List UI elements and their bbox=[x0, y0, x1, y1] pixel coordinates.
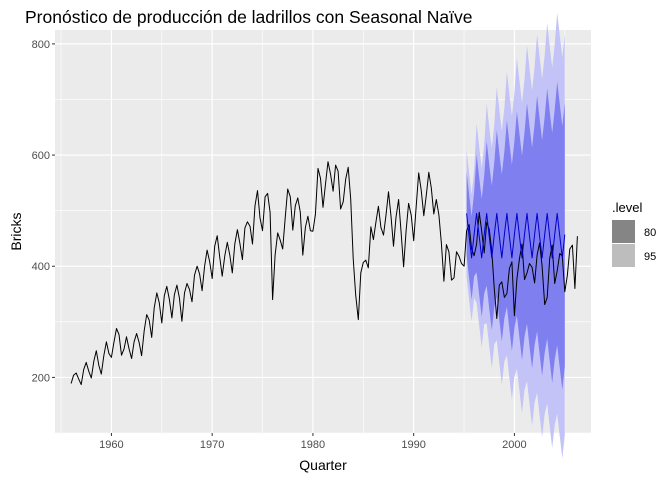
x-tick-label: 1970 bbox=[200, 439, 224, 451]
y-tick-label: 200 bbox=[32, 372, 50, 384]
y-tick-label: 800 bbox=[32, 39, 50, 51]
y-axis-title: Bricks bbox=[8, 212, 24, 250]
x-axis-title: Quarter bbox=[299, 457, 347, 473]
legend-swatch-95 bbox=[612, 244, 635, 267]
x-tick-label: 1990 bbox=[401, 439, 425, 451]
axes: 1960 1970 1980 1990 2000 200 400 600 800 Quarter B… bbox=[8, 39, 527, 473]
chart-title: Pronóstico de producción de ladrillos co… bbox=[25, 7, 473, 27]
x-tick-label: 1980 bbox=[301, 439, 325, 451]
prediction-interval-80 bbox=[466, 81, 565, 390]
legend-swatch-80 bbox=[612, 220, 635, 243]
actual-series-line bbox=[70, 161, 578, 386]
legend-label-80: 80 bbox=[644, 227, 656, 239]
forecast-line bbox=[466, 212, 566, 259]
x-tick-label: 2000 bbox=[502, 439, 526, 451]
legend-label-95: 95 bbox=[644, 251, 656, 263]
y-tick-label: 600 bbox=[32, 150, 50, 162]
y-tick-label: 400 bbox=[32, 261, 50, 273]
legend-title: .level bbox=[612, 200, 642, 215]
x-tick-label: 1960 bbox=[99, 439, 123, 451]
plot-area bbox=[55, 13, 591, 459]
